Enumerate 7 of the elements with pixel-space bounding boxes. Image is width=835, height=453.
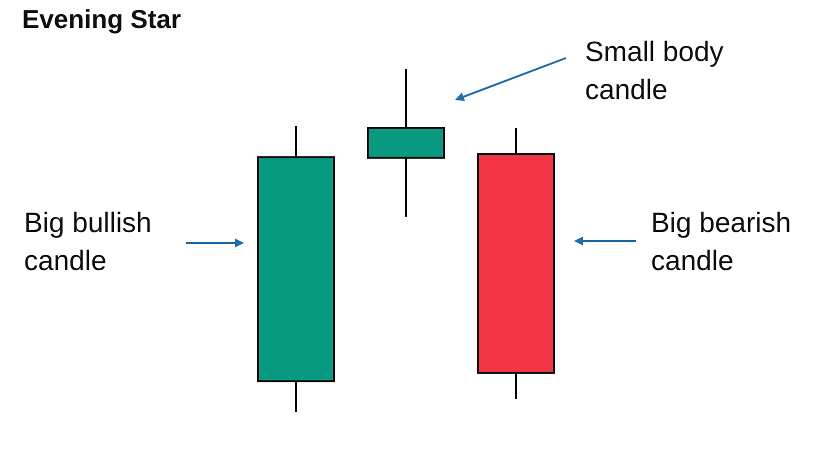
text: Small body candle	[585, 35, 725, 107]
candlestick	[477, 126, 555, 400]
chart-title: Evening Star	[22, 4, 181, 35]
text: Big bullish candle	[24, 206, 153, 278]
text: Big bearish candle	[651, 206, 792, 278]
candlestick	[257, 124, 335, 412]
candlestick	[367, 69, 445, 218]
